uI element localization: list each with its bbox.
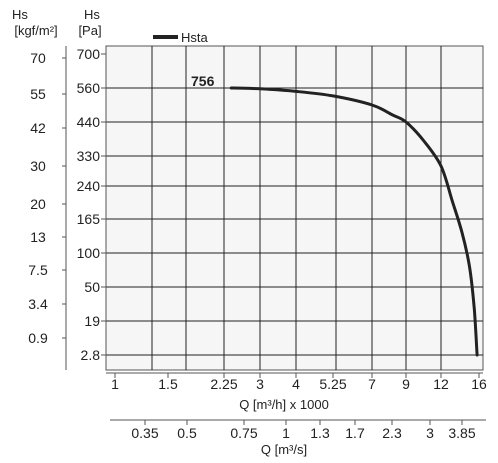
series-line-hsta xyxy=(229,86,479,357)
legend-label: Hsta xyxy=(181,30,209,45)
y-tick-label: 700 xyxy=(77,46,101,62)
horizontal-grid xyxy=(106,87,483,356)
left-axis-ticks: 70 55 42 30 20 13 7.5 3.4 0.9 xyxy=(28,50,66,346)
x-tick-label: 9 xyxy=(402,376,410,392)
y-axis-title-line2: [Pa] xyxy=(78,23,101,38)
left-tick-label: 13 xyxy=(30,229,46,245)
y-tick-label: 50 xyxy=(84,279,100,295)
left-tick-label: 20 xyxy=(30,196,46,212)
x2-tick-label: 0.5 xyxy=(177,425,197,441)
vertical-grid xyxy=(151,46,442,370)
plot-area xyxy=(105,45,484,371)
left-tick-label: 7.5 xyxy=(28,262,48,278)
x2-tick-label: 3 xyxy=(426,425,434,441)
y-axis-title-line1: Hs xyxy=(84,7,100,22)
x2-tick-label: 0.35 xyxy=(131,425,158,441)
x2-tick-label: 3.85 xyxy=(448,425,475,441)
x-tick-label: 2.25 xyxy=(210,376,237,392)
y-tick-label: 165 xyxy=(77,211,101,227)
x-tick-label: 4 xyxy=(292,376,300,392)
x2-tick-label: 1.7 xyxy=(345,425,365,441)
y-tick-label: 19 xyxy=(84,313,100,329)
x-axis-label: Q [m³/h] x 1000 xyxy=(239,397,329,412)
x-tick-label: 1 xyxy=(111,376,119,392)
x2-axis-ticks: 0.35 0.5 0.75 1 1.3 1.7 2.3 3 3.85 xyxy=(131,420,476,441)
x-tick-label: 3 xyxy=(256,376,264,392)
left-tick-label: 42 xyxy=(30,120,46,136)
x-tick-label: 1.5 xyxy=(158,376,178,392)
y-tick-label: 560 xyxy=(77,80,101,96)
y-tick-label: 2.8 xyxy=(81,347,101,363)
x-tick-label: 5.25 xyxy=(319,376,346,392)
x2-tick-label: 1 xyxy=(282,425,290,441)
x-tick-label: 12 xyxy=(433,376,449,392)
x2-tick-label: 2.3 xyxy=(382,425,402,441)
left-axis-title-line1: Hs xyxy=(12,7,28,22)
left-tick-label: 30 xyxy=(30,158,46,174)
left-tick-label: 3.4 xyxy=(28,296,48,312)
left-tick-label: 55 xyxy=(30,86,46,102)
left-tick-label: 0.9 xyxy=(28,330,48,346)
y-axis-ticks: 700 560 440 330 240 165 100 50 19 2.8 xyxy=(77,46,106,363)
x2-axis-label: Q [m³/s] xyxy=(261,442,307,457)
x2-tick-label: 1.3 xyxy=(310,425,330,441)
x-tick-label: 7 xyxy=(368,376,376,392)
x-tick-label: 16 xyxy=(471,376,487,392)
y-tick-label: 330 xyxy=(77,148,101,164)
curve-annotation: 756 xyxy=(191,73,215,89)
x2-tick-label: 0.75 xyxy=(230,425,257,441)
x-axis-ticks: 1 1.5 2.25 3 4 5.25 7 9 12 16 xyxy=(111,373,487,392)
y-tick-label: 240 xyxy=(77,178,101,194)
left-tick-label: 70 xyxy=(30,50,46,66)
y-tick-label: 100 xyxy=(77,245,101,261)
left-axis-title-line2: [kgf/m²] xyxy=(14,23,57,38)
y-tick-label: 440 xyxy=(77,114,101,130)
